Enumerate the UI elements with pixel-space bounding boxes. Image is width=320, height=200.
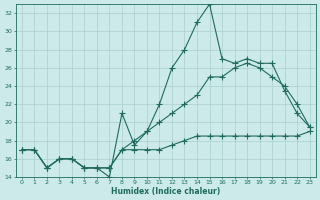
X-axis label: Humidex (Indice chaleur): Humidex (Indice chaleur): [111, 187, 220, 196]
